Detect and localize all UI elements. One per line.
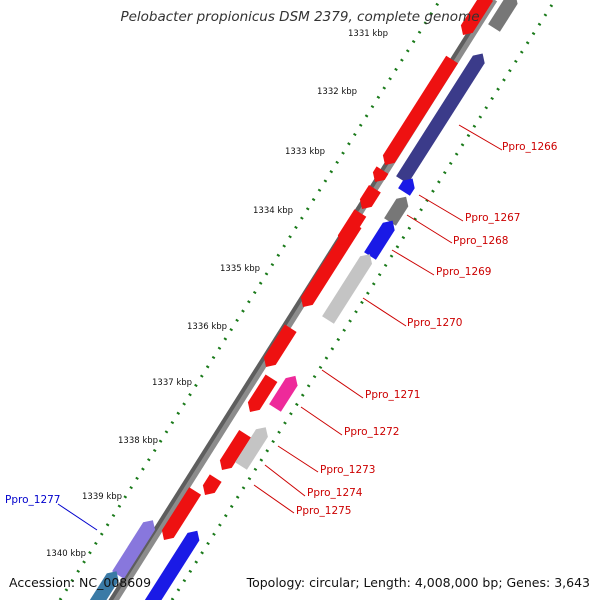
gene-arrow xyxy=(460,0,494,35)
accession-value: NC_008609 xyxy=(79,575,152,590)
gene-label: Ppro_1270 xyxy=(407,317,462,329)
gene-arrow xyxy=(382,55,458,165)
leader-line xyxy=(264,464,306,497)
topology-value: circular xyxy=(309,575,356,590)
gc-track-2 xyxy=(170,0,557,600)
gene-arrow xyxy=(269,375,298,412)
scale-tick-label: 1340 kbp xyxy=(46,549,86,559)
gene-label: Ppro_1272 xyxy=(344,426,399,438)
gene-label: Ppro_1273 xyxy=(320,464,375,476)
leader-line xyxy=(277,445,319,473)
scale-tick-label: 1338 kbp xyxy=(118,436,158,446)
gene-label: Ppro_1274 xyxy=(307,487,363,499)
gene-arrow xyxy=(161,487,202,540)
leader-line xyxy=(362,297,407,327)
gene-arrow xyxy=(488,0,518,32)
leader-line xyxy=(321,369,364,399)
length-label: Length: xyxy=(363,575,411,590)
gene-arrow xyxy=(202,474,222,495)
gene-arrow xyxy=(396,53,485,184)
accession-info: Accession: NC_008609 xyxy=(9,575,151,590)
gene-label: Ppro_1268 xyxy=(453,235,508,247)
label-leader-lines xyxy=(57,124,503,531)
scale-ticks: 1331 kbp 1332 kbp 1333 kbp 1334 kbp 1335 kbp… xyxy=(46,29,388,559)
length-value: 4,008,000 bp xyxy=(414,575,499,590)
gene-label: Ppro_1266 xyxy=(502,141,558,153)
gene-tracks xyxy=(89,0,518,600)
gene-arrow xyxy=(89,571,119,600)
leader-line xyxy=(418,194,464,222)
gene-arrow xyxy=(398,178,415,196)
gene-arrow xyxy=(144,530,200,600)
gene-arrow xyxy=(337,209,367,245)
gene-label: Ppro_1275 xyxy=(296,505,351,517)
scale-tick-label: 1336 kbp xyxy=(187,322,227,332)
accession-label: Accession: xyxy=(9,575,76,590)
gene-label: Ppro_1267 xyxy=(465,212,520,224)
scale-tick-label: 1332 kbp xyxy=(317,87,357,97)
gene-labels: Ppro_1266 Ppro_1267 Ppro_1268 Ppro_1269 Ppro… xyxy=(5,141,558,517)
leader-line xyxy=(391,249,435,276)
gene-arrow xyxy=(359,185,381,209)
leader-line xyxy=(253,484,295,514)
gene-arrow xyxy=(247,374,278,412)
gene-arrow xyxy=(235,427,268,470)
gene-label: Ppro_1277 xyxy=(5,494,60,506)
leader-line xyxy=(458,124,503,151)
gene-arrow xyxy=(384,196,409,226)
scale-tick-label: 1337 kbp xyxy=(152,378,192,388)
scale-tick-label: 1335 kbp xyxy=(220,264,260,274)
leader-line xyxy=(300,406,343,436)
leader-line xyxy=(406,214,453,244)
map-title: Pelobacter propionicus DSM 2379, complet… xyxy=(120,9,480,25)
gene-label: Ppro_1269 xyxy=(436,266,491,278)
gene-arrow xyxy=(364,220,395,260)
gene-arrow xyxy=(112,520,156,579)
genes-value: 3,643 xyxy=(554,575,590,590)
topology-label: Topology: xyxy=(246,575,306,590)
gene-arrow xyxy=(372,166,389,182)
leader-line xyxy=(57,503,98,531)
gene-arrow xyxy=(263,324,297,367)
scale-tick-label: 1339 kbp xyxy=(82,492,122,502)
gene-label: Ppro_1271 xyxy=(365,389,420,401)
scale-tick-label: 1334 kbp xyxy=(253,206,293,216)
gene-arrow xyxy=(219,430,251,470)
scale-tick-label: 1333 kbp xyxy=(285,147,325,157)
scale-tick-label: 1331 kbp xyxy=(348,29,388,39)
genome-stats: Topology: circular; Length: 4,008,000 bp… xyxy=(246,575,590,590)
genes-label: Genes: xyxy=(506,575,551,590)
gene-arrow xyxy=(322,254,372,324)
gc-track-1 xyxy=(58,0,442,600)
